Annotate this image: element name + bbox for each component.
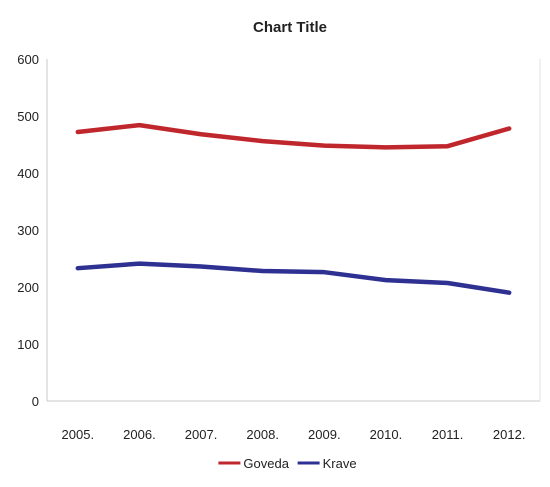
series-line-krave: [75, 261, 512, 295]
legend-label-krave: Krave: [323, 456, 357, 471]
x-tick-label: 2009.: [308, 427, 341, 442]
series-line-goveda: [75, 122, 512, 150]
y-tick-label: 300: [17, 223, 39, 238]
y-tick-label: 400: [17, 166, 39, 181]
x-tick-label: 2007.: [185, 427, 218, 442]
x-tick-label: 2010.: [370, 427, 403, 442]
y-tick-label: 0: [32, 394, 39, 409]
legend: Goveda Krave: [218, 456, 357, 471]
legend-label-goveda: Goveda: [243, 456, 289, 471]
y-tick-label: 100: [17, 337, 39, 352]
chart-title: Chart Title: [253, 19, 327, 36]
x-tick-label: 2005.: [62, 427, 95, 442]
x-tick-label: 2012.: [493, 427, 526, 442]
x-tick-label: 2011.: [432, 427, 464, 442]
y-tick-label: 200: [17, 280, 39, 295]
plot-area: 0 100 200 300 400 500 600 2005. 2006. 2007. 2008. 2…: [17, 52, 541, 442]
x-tick-label: 2006.: [123, 427, 156, 442]
y-tick-label: 500: [17, 109, 39, 124]
x-tick-label: 2008.: [246, 427, 279, 442]
y-tick-label: 600: [17, 52, 39, 67]
